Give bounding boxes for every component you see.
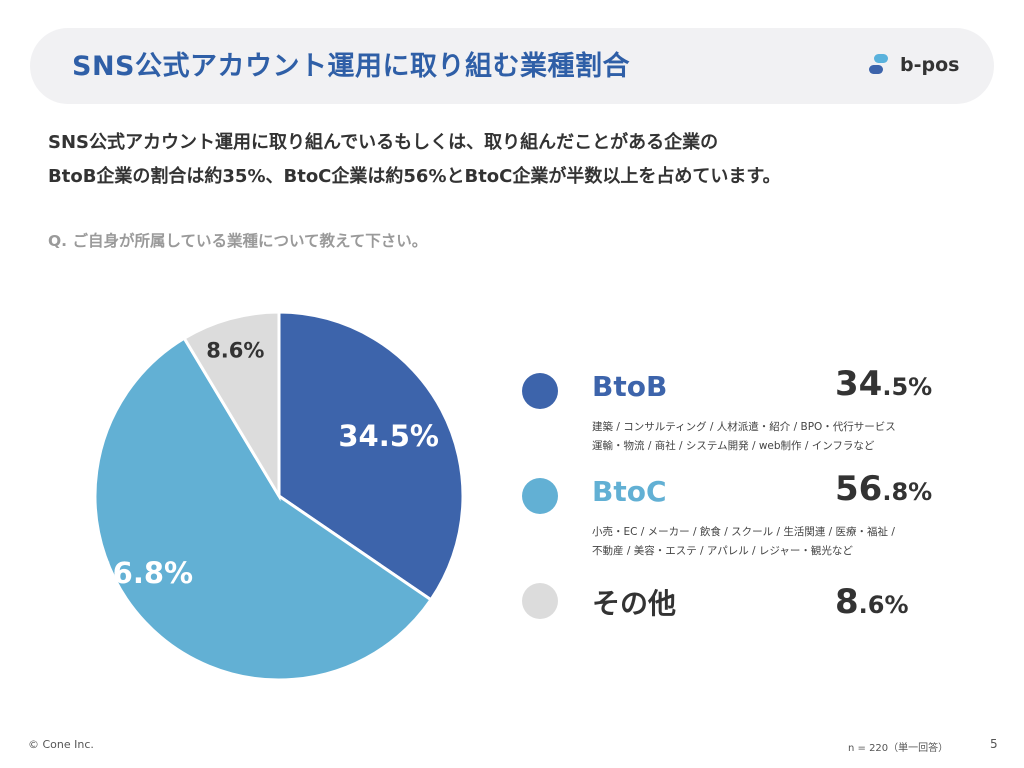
brand-name: b-pos — [900, 54, 960, 76]
pie-label-btob: 34.5% — [338, 419, 439, 453]
legend-value-int: 56 — [835, 469, 883, 509]
legend-value-dec: .8% — [882, 478, 933, 506]
b-pos-logo-icon — [869, 54, 888, 74]
pie-slice-other — [182, 310, 281, 502]
legend-swatch-btob — [522, 373, 558, 409]
pie-label-other: 8.6% — [206, 339, 264, 363]
legend-label-other: その他 — [592, 587, 677, 620]
legend-value-other: 8.6% — [835, 582, 909, 622]
legend-desc-btob: 建築 / コンサルティング / 人材派遣・紹介 / BPO・代行サービス 運輸・… — [592, 418, 896, 456]
legend-swatch-other — [522, 583, 558, 619]
legend-desc-btoc: 小売・EC / メーカー / 飲食 / スクール / 生活関連 / 医療・福祉 … — [592, 523, 895, 561]
legend-desc-line: 運輸・物流 / 商社 / システム開発 / web制作 / インフラなど — [592, 440, 875, 452]
brand-logo: b-pos — [868, 50, 959, 80]
sample-size-note: n = 220（単一回答） — [848, 743, 949, 754]
legend-desc-line: 小売・EC / メーカー / 飲食 / スクール / 生活関連 / 医療・福祉 … — [592, 526, 895, 538]
page-number: 5 — [990, 737, 998, 751]
survey-question: Q. ご自身が所属している業種について教えて下さい。 — [48, 232, 428, 250]
legend-value-int: 34 — [835, 364, 883, 404]
pie-slice-btoc — [93, 336, 434, 682]
legend-desc-line: 不動産 / 美容・エステ / アパレル / レジャー・観光など — [592, 545, 853, 557]
legend-swatch-btoc — [522, 478, 558, 514]
lead-text: SNS公式アカウント運用に取り組んでいるもしくは、取り組んだことがある企業の B… — [48, 126, 988, 194]
legend-label-btoc: BtoC — [592, 475, 667, 508]
legend-desc-line: 建築 / コンサルティング / 人材派遣・紹介 / BPO・代行サービス — [592, 421, 896, 433]
page-title: SNS公式アカウント運用に取り組む業種割合 — [72, 51, 630, 82]
legend-value-dec: .5% — [882, 373, 933, 401]
copyright: © Cone Inc. — [28, 738, 94, 751]
legend-value-btob: 34.5% — [835, 364, 932, 404]
pie-label-btoc: 56.8% — [93, 556, 194, 590]
legend-value-int: 8 — [835, 582, 859, 622]
lead-line-1: SNS公式アカウント運用に取り組んでいるもしくは、取り組んだことがある企業の — [48, 132, 719, 153]
legend-value-dec: .6% — [858, 591, 909, 619]
title-banner — [30, 28, 994, 104]
lead-line-2: BtoB企業の割合は約35%、BtoC企業は約56%とBtoC企業が半数以上を占… — [48, 166, 781, 187]
legend-value-btoc: 56.8% — [835, 469, 932, 509]
pie-slice-btob — [277, 310, 465, 602]
legend-label-btob: BtoB — [592, 370, 668, 403]
